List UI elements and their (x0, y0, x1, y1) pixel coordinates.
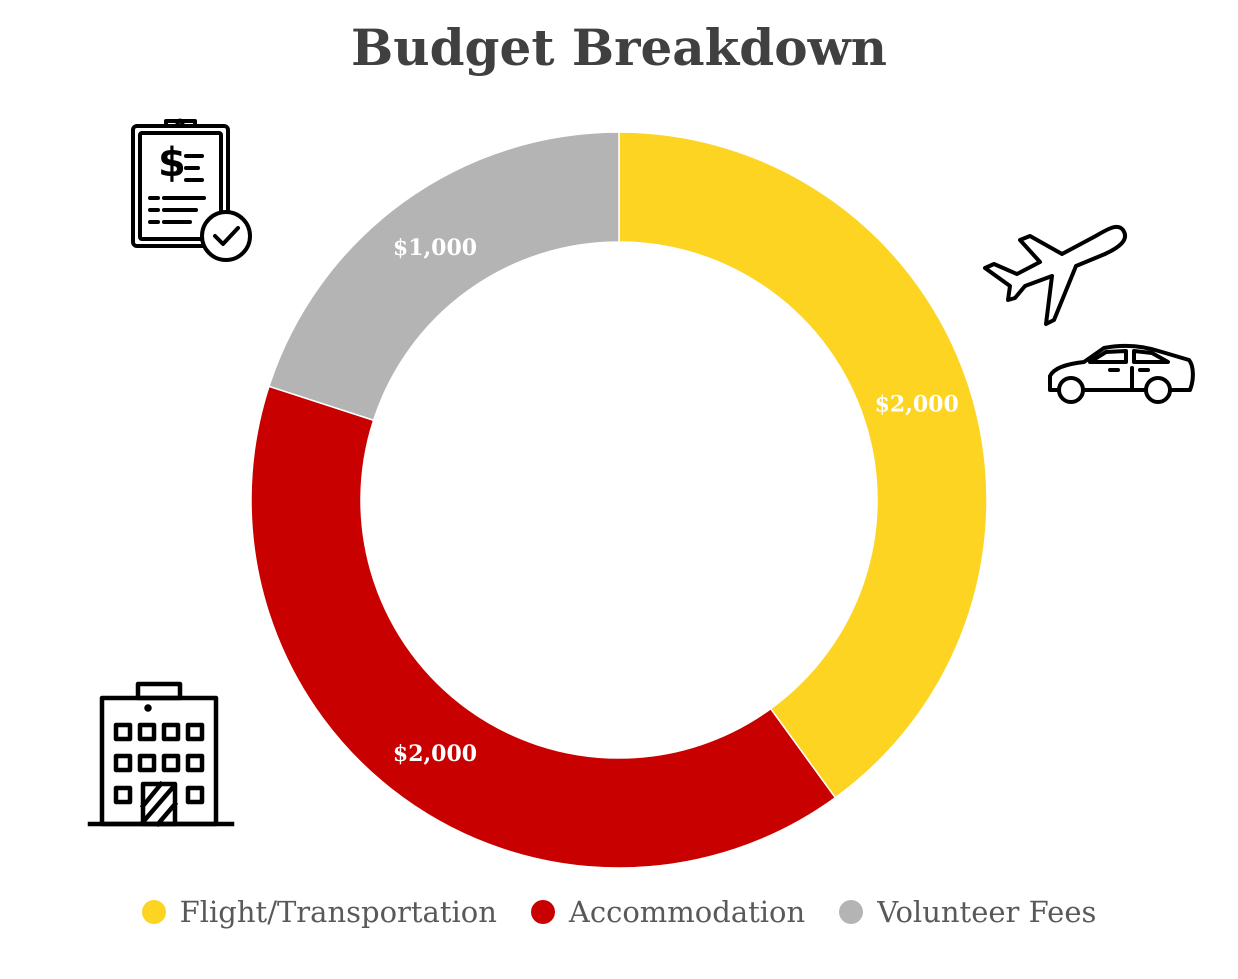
legend-item-volunteer-fees: Volunteer Fees (839, 895, 1096, 929)
legend-label-volunteer-fees: Volunteer Fees (877, 895, 1097, 929)
legend: Flight/Transportation Accommodation Volu… (0, 895, 1238, 929)
data-label-flight: $2,000 (875, 391, 959, 417)
airplane-icon (980, 216, 1132, 335)
slice-volunteer-fees (268, 131, 620, 422)
legend-item-accommodation: Accommodation (530, 895, 806, 929)
svg-text:$: $ (158, 140, 186, 186)
legend-label-accommodation: Accommodation (568, 895, 806, 929)
legend-marker-volunteer-fees (839, 900, 864, 924)
data-label-volunteer-fees: $1,000 (393, 235, 477, 261)
slice-accommodation (250, 385, 837, 869)
slice-flight (618, 131, 988, 799)
data-label-accommodation: $2,000 (393, 741, 477, 767)
legend-label-flight: Flight/Transportation (179, 895, 497, 929)
chart-title: Budget Breakdown (350, 18, 887, 77)
building-icon (86, 680, 236, 834)
legend-marker-accommodation (530, 900, 555, 924)
legend-item-flight: Flight/Transportation (141, 895, 497, 929)
invoice-clipboard-icon: $ (128, 116, 258, 270)
car-icon (1044, 340, 1199, 414)
legend-marker-flight (141, 900, 166, 924)
